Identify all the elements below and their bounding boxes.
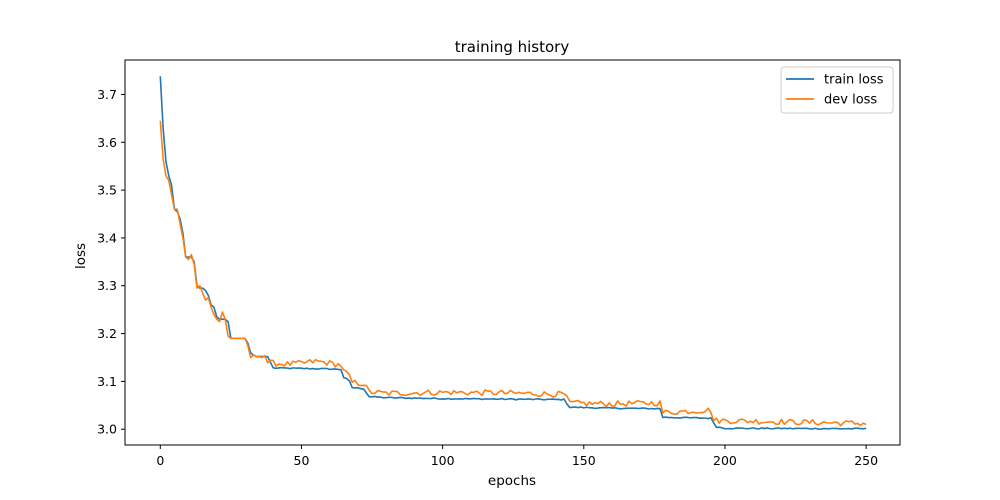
ticks-layer: 0 50 100 150 200 250 3.0 3.1 3.2 3.3 3.4 3.5 3.6 3.7 bbox=[97, 87, 878, 468]
legend-label: train loss bbox=[824, 73, 884, 88]
y-axis-title: loss bbox=[73, 243, 89, 269]
y-tick-label: 3.3 bbox=[97, 278, 117, 293]
y-tick-label: 3.1 bbox=[97, 374, 117, 389]
plot-frame bbox=[124, 59, 901, 446]
x-tick-label: 50 bbox=[294, 453, 310, 468]
y-tick-label: 3.7 bbox=[97, 87, 117, 102]
x-tick-label: 0 bbox=[156, 453, 164, 468]
x-tick-label: 250 bbox=[854, 453, 878, 468]
chart-title: training history bbox=[455, 38, 570, 56]
legend: train loss dev loss bbox=[780, 66, 894, 114]
y-tick-label: 3.5 bbox=[97, 183, 117, 198]
x-tick-label: 200 bbox=[713, 453, 737, 468]
y-tick-label: 3.4 bbox=[97, 230, 117, 245]
x-tick-label: 150 bbox=[572, 453, 596, 468]
legend-label: dev loss bbox=[824, 93, 877, 108]
series-line-train-loss bbox=[159, 76, 867, 430]
series-line-dev-loss bbox=[159, 120, 867, 427]
y-tick-label: 3.6 bbox=[97, 135, 117, 150]
y-tick-label: 3.2 bbox=[97, 326, 117, 341]
x-axis-title: epochs bbox=[488, 473, 536, 489]
x-tick-label: 100 bbox=[431, 453, 455, 468]
series-layer bbox=[159, 76, 867, 430]
y-tick-label: 3.0 bbox=[97, 422, 117, 437]
axes-layer bbox=[124, 59, 901, 446]
